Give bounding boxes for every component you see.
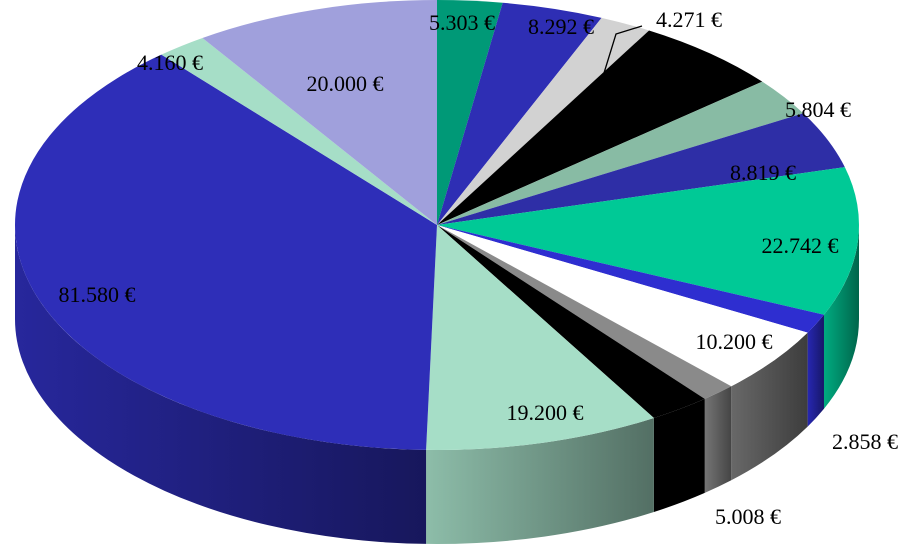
pie-slice-11: [426, 225, 654, 450]
pie-slice-12: [14, 54, 437, 450]
slice-label-11: 19.200 €: [507, 400, 584, 425]
pie-side-9: [704, 386, 732, 493]
pie-slice-6: [437, 167, 859, 315]
pie-side-7: [807, 314, 824, 427]
pie-slice-0: [437, 0, 503, 225]
pie-side-8: [731, 332, 808, 481]
pie-slice-1: [437, 2, 602, 225]
pie-side-walls: [15, 225, 859, 544]
pie-side-11: [426, 418, 654, 544]
pie-slice-13: [161, 37, 437, 226]
pie-slice-2: [437, 17, 650, 226]
slice-label-12: 81.580 €: [59, 282, 136, 307]
slice-label-8: 10.200 €: [696, 329, 773, 354]
slice-label-10: 5.008 €: [715, 504, 781, 529]
pie-slice-3: [437, 30, 763, 225]
slice-label-1: 8.292 €: [528, 14, 594, 39]
slice-label-0: 5.303 €: [429, 10, 495, 35]
slice-label-9: 2.858 €: [832, 429, 898, 454]
pie-top-faces: [14, 0, 859, 450]
slice-label-4: 5.804 €: [785, 97, 851, 122]
slice-label-14: 20.000 €: [307, 71, 384, 96]
pie-slice-4: [437, 81, 804, 225]
pie-side-6: [823, 225, 859, 409]
pie-slice-10: [437, 225, 705, 419]
slice-label-6: 22.742 €: [762, 233, 839, 258]
label-leader-line: [603, 25, 643, 74]
pie-side-12: [15, 225, 427, 544]
pie-slice-8: [437, 225, 808, 387]
pie-slice-5: [437, 113, 845, 225]
slice-label-13: 4.160 €: [137, 50, 203, 75]
slice-label-2: 4.271 €: [656, 7, 722, 32]
pie-labels: 5.303 € 8.292 € 4.271 € 5.804 € 8.819 € 22.74…: [59, 7, 899, 529]
slice-label-5: 8.819 €: [730, 160, 796, 185]
pie-slice-7: [437, 225, 824, 333]
pie-side-10: [653, 398, 705, 513]
pie-slice-9: [437, 225, 732, 399]
pie-slice-14: [202, 0, 437, 225]
